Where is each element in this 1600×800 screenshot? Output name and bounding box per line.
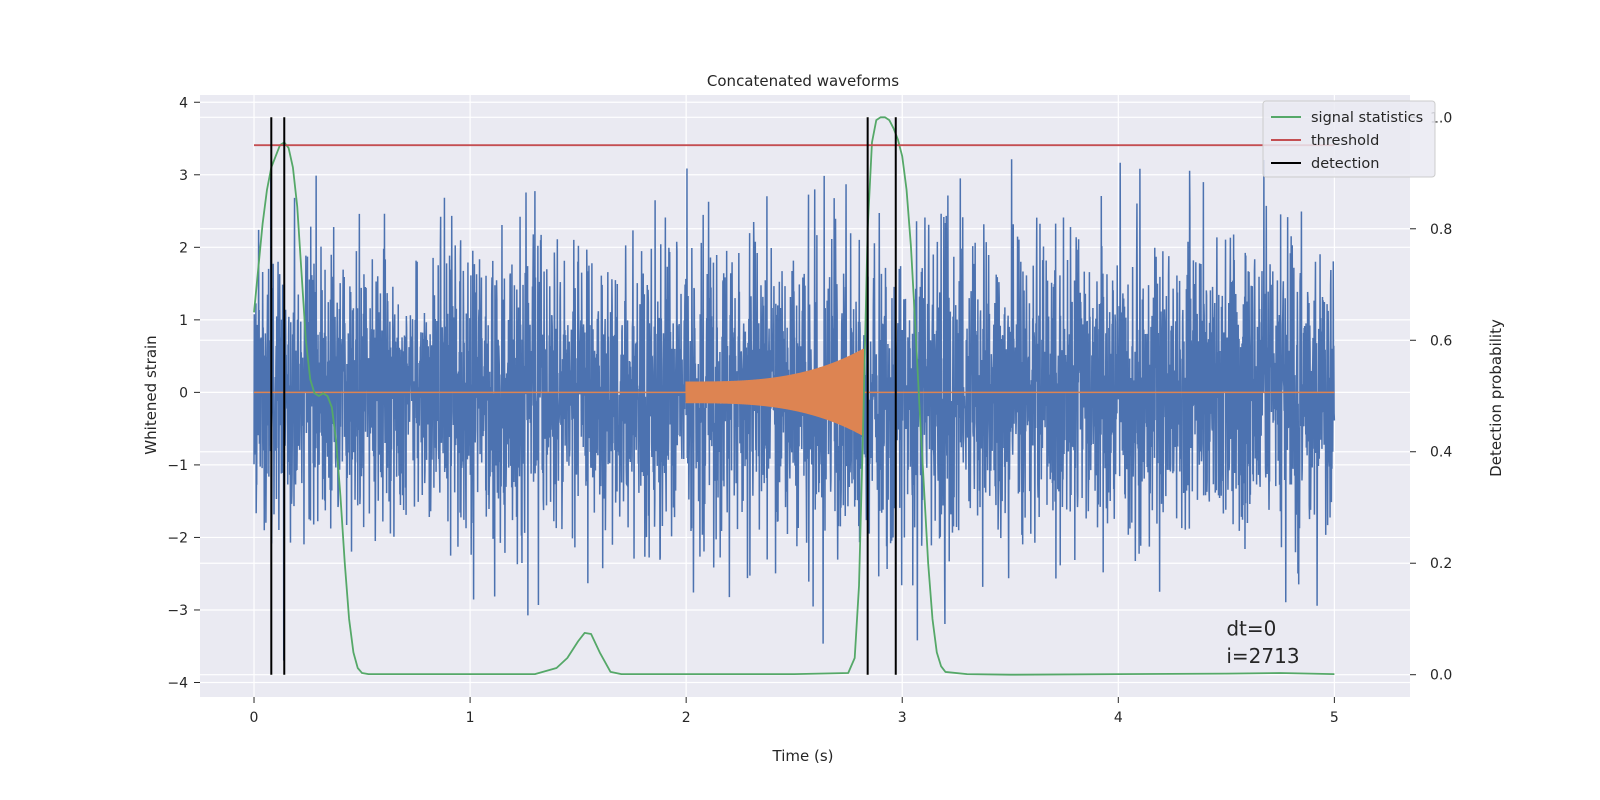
- y-tick-label: 3: [179, 168, 188, 184]
- y2-tick-label: 0.6: [1430, 333, 1452, 349]
- y-axis-label: Whitened strain: [142, 335, 160, 454]
- x-tick-label: 1: [466, 710, 475, 726]
- annotation-text: dt=0: [1226, 616, 1276, 640]
- y2-tick-label: 0.4: [1430, 445, 1452, 461]
- x-tick-label: 4: [1114, 710, 1123, 726]
- x-tick-label: 0: [250, 710, 259, 726]
- y2-tick-label: 0.2: [1430, 556, 1452, 572]
- legend-label: detection: [1311, 156, 1379, 172]
- y2-tick-label: 0.0: [1430, 668, 1452, 684]
- y2-tick-label: 0.8: [1430, 222, 1452, 238]
- y-tick-label: 2: [179, 240, 188, 256]
- y-tick-label: 4: [179, 95, 188, 111]
- x-tick-label: 3: [898, 710, 907, 726]
- y2-tick-label: 1.0: [1430, 110, 1452, 126]
- x-tick-label: 2: [682, 710, 691, 726]
- y-tick-label: 0: [179, 385, 188, 401]
- x-tick-label: 5: [1330, 710, 1339, 726]
- y-tick-label: 1: [179, 313, 188, 329]
- y-tick-label: −4: [167, 675, 188, 691]
- series-strain-noise: [253, 159, 1336, 661]
- y-tick-label: −1: [167, 458, 188, 474]
- annotation-text: i=2713: [1226, 644, 1299, 668]
- series-injected-waveform: [254, 348, 1335, 436]
- legend-label: threshold: [1311, 133, 1379, 149]
- series-layer: [253, 116, 1336, 676]
- x-axis-label: Time (s): [772, 747, 834, 765]
- series-signal-statistics: [253, 116, 1335, 676]
- y-tick-label: −2: [167, 530, 188, 546]
- y-tick-label: −3: [167, 603, 188, 619]
- chart-title: Concatenated waveforms: [707, 72, 899, 90]
- legend-box: [1262, 100, 1436, 178]
- legend-label: signal statistics: [1311, 110, 1423, 126]
- legend: signal statistics threshold detection: [1262, 100, 1436, 178]
- ticks: 0 1 2 3 4 5 4 3 2 1 0 −1 −2 −3 −4 1.0 0.8 0.6 0.4 0.2 0.0: [167, 95, 1452, 726]
- y2-axis-label: Detection probability: [1487, 319, 1505, 477]
- annotations: dt=0 i=2713: [1226, 616, 1299, 668]
